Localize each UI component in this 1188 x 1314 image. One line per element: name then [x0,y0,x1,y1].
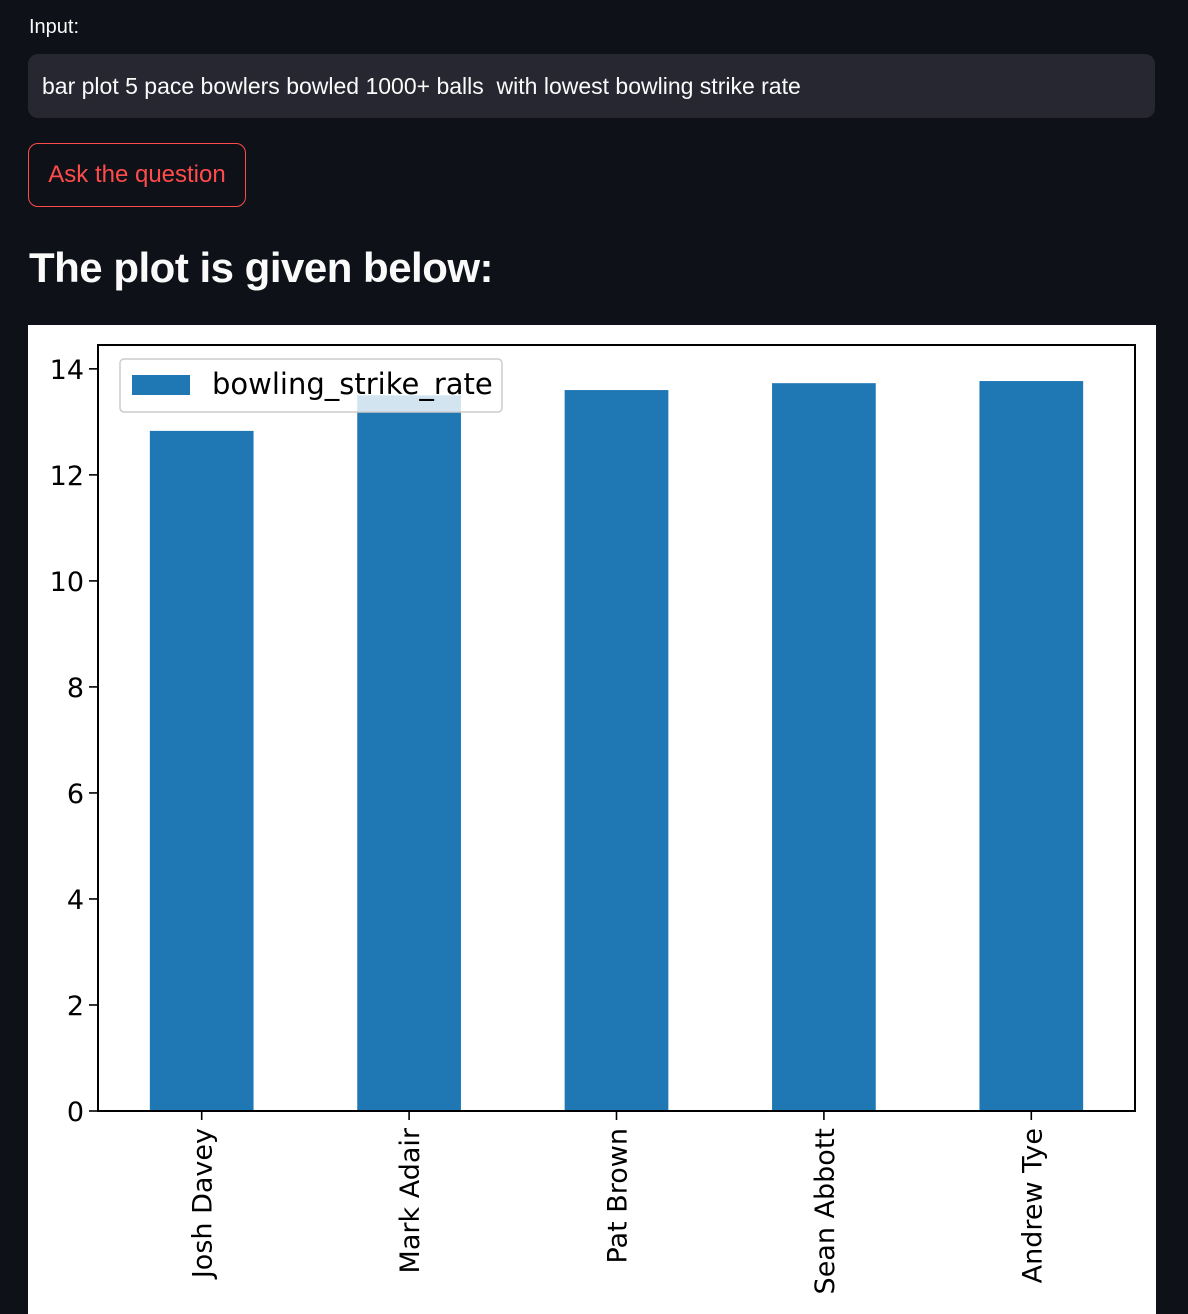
y-tick-label-3: 6 [67,779,84,810]
question-input-box[interactable] [28,54,1155,118]
x-tick-label-4: Andrew Tye [1017,1128,1048,1283]
plot-heading: The plot is given below: [29,244,494,291]
bar-2 [564,390,669,1111]
plot-image: 0 2 4 6 8 10 12 14 Josh Davey Mark Adair Pat Brown… [28,325,1156,1314]
question-input[interactable] [42,72,1141,100]
bar-4 [979,381,1084,1111]
legend-label: bowling_strike_rate [212,367,493,401]
legend: bowling_strike_rate [119,358,503,413]
input-label: Input: [29,16,80,38]
x-tick-label-0: Josh Davey [188,1128,219,1280]
x-tick-label-1: Mark Adair [395,1127,426,1273]
x-tick-label-2: Pat Brown [603,1128,634,1264]
x-tick-label-3: Sean Abbott [810,1128,841,1294]
y-tick-label-2: 4 [67,885,84,916]
y-tick-label-4: 8 [67,673,84,704]
bar-1 [357,395,461,1111]
legend-box [119,358,503,413]
y-tick-label-6: 12 [50,461,84,492]
legend-swatch [132,375,190,395]
bar-3 [772,383,876,1111]
y-tick-label-0: 0 [67,1097,84,1128]
bar-chart: 0 2 4 6 8 10 12 14 Josh Davey Mark Adair Pat Brown… [50,344,1136,1294]
ask-question-button[interactable]: Ask the question [28,143,246,207]
y-tick-label-7: 14 [50,355,84,386]
y-tick-label-1: 2 [67,991,84,1022]
bar-0 [149,430,254,1111]
y-tick-label-5: 10 [50,567,84,598]
